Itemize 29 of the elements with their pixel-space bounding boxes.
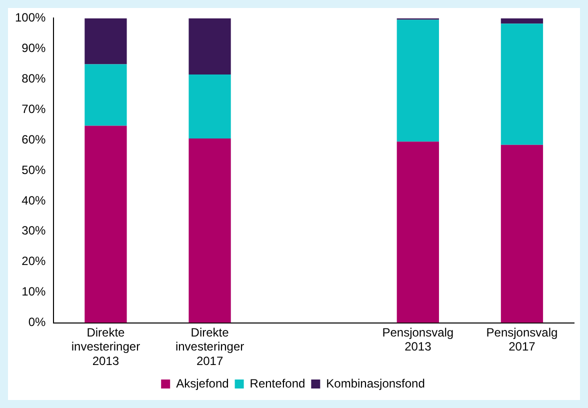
y-tick-label: 60% (22, 132, 46, 146)
bar (396, 20, 439, 142)
bar (500, 144, 544, 323)
legend-label: Rentefond (250, 376, 306, 390)
y-tick-label: 100% (14, 10, 46, 25)
y-tick-label: 40% (22, 193, 46, 208)
y-tick-label: 10% (22, 284, 46, 299)
bar (84, 18, 127, 64)
bar (188, 138, 231, 323)
bar (500, 24, 544, 145)
bar (188, 18, 231, 75)
x-tick-label: Pensjonsvalg 2013 (382, 325, 454, 354)
y-tick-label: 70% (22, 102, 46, 116)
y-tick-label: 20% (22, 254, 46, 268)
y-tick-label: 30% (22, 224, 46, 238)
legend-label: Kombinasjonsfond (326, 376, 425, 390)
bar (84, 126, 127, 323)
y-tick-label: 80% (22, 71, 46, 86)
y-tick-label: 90% (22, 40, 46, 55)
x-tick-label: Pensjonsvalg 2017 (486, 325, 558, 354)
bar (396, 142, 439, 323)
x-tick-label: Direkte investeringer 2013 (71, 325, 140, 368)
legend-label: Aksjefond (176, 376, 229, 390)
x-tick-label: Direkte investeringer 2017 (175, 325, 244, 368)
bar (188, 74, 231, 139)
y-tick-label: 0% (28, 315, 46, 330)
bar (500, 18, 544, 24)
y-tick-label: 50% (22, 162, 46, 177)
bar (84, 64, 127, 126)
